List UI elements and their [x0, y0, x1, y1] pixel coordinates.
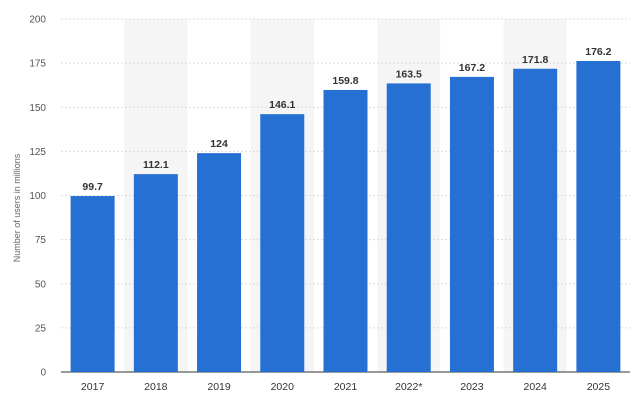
y-axis-ticks: 0 25 50 75 100 125 150 175 200	[29, 15, 46, 379]
bar[interactable]	[133, 174, 178, 372]
bar[interactable]	[197, 153, 242, 372]
data-label: 99.7	[82, 181, 103, 193]
bars	[70, 61, 621, 373]
bar[interactable]	[70, 196, 115, 372]
y-tick-label: 25	[35, 323, 47, 334]
x-tick-label: 2017	[81, 381, 105, 393]
y-tick-label: 100	[29, 191, 46, 202]
bar[interactable]	[449, 76, 494, 372]
x-tick-label: 2025	[587, 381, 611, 393]
bar[interactable]	[386, 83, 431, 373]
x-tick-label: 2023	[460, 381, 484, 393]
x-tick-label: 2019	[207, 381, 231, 393]
bar[interactable]	[513, 68, 558, 372]
y-tick-label: 50	[35, 279, 47, 290]
data-label: 124	[210, 138, 228, 150]
y-axis-title: Number of users in millions	[12, 153, 22, 262]
y-tick-label: 175	[29, 59, 46, 70]
data-label: 176.2	[585, 46, 611, 58]
data-label: 146.1	[269, 99, 295, 111]
bar[interactable]	[576, 61, 621, 373]
y-tick-label: 75	[35, 235, 47, 246]
x-tick-label: 2024	[523, 381, 547, 393]
data-label: 167.2	[459, 62, 485, 74]
y-tick-label: 125	[29, 147, 46, 158]
x-tick-label: 2021	[334, 381, 358, 393]
data-labels: 99.7 112.1 124 146.1 159.8 163.5 167.2 171.8 176…	[82, 46, 611, 193]
y-tick-label: 150	[29, 103, 46, 114]
x-tick-label: 2022*	[395, 381, 422, 393]
bar[interactable]	[323, 89, 368, 372]
x-tick-label: 2018	[144, 381, 168, 393]
y-tick-label: 0	[40, 368, 46, 379]
bar[interactable]	[260, 114, 305, 373]
data-label: 163.5	[396, 68, 422, 80]
x-tick-label: 2020	[271, 381, 295, 393]
x-axis-labels: 2017 2018 2019 2020 2021 2022* 2023 2024 2025	[81, 381, 610, 393]
y-tick-label: 200	[29, 15, 46, 26]
data-label: 159.8	[332, 75, 358, 87]
data-label: 112.1	[143, 159, 169, 171]
data-label: 171.8	[522, 54, 548, 66]
